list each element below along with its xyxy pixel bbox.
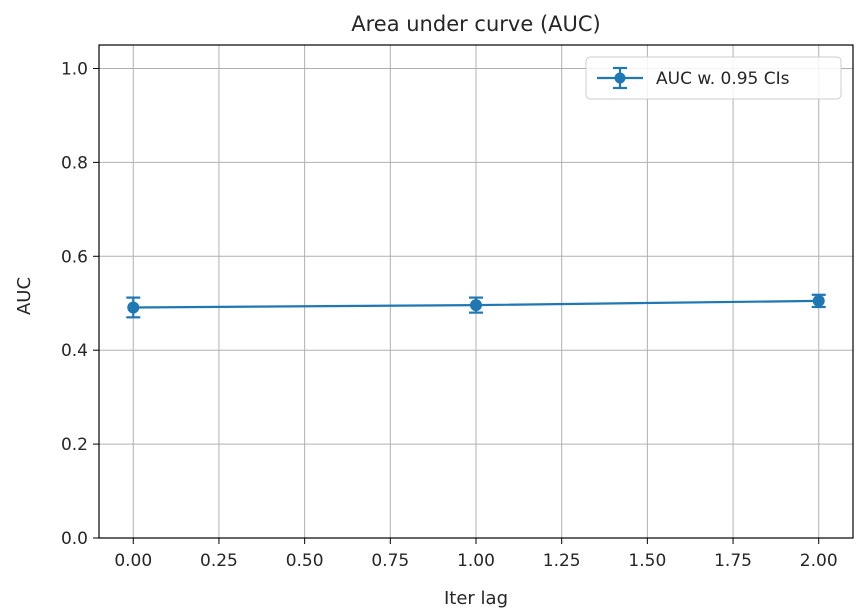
- x-axis-label: Iter lag: [444, 588, 508, 609]
- data-point-2: [812, 294, 825, 307]
- x-tick-label-7: 1.75: [714, 551, 752, 571]
- y-tick-label-3: 0.6: [61, 247, 88, 267]
- legend-marker: [614, 72, 626, 84]
- legend-label: AUC w. 0.95 CIs: [656, 69, 790, 89]
- x-tick-label-1: 0.25: [200, 551, 238, 571]
- y-tick-label-1: 0.2: [61, 435, 88, 455]
- data-point-1: [470, 299, 482, 312]
- x-tick-label-0: 0.00: [114, 551, 152, 571]
- x-tick-label-4: 1.00: [457, 551, 495, 571]
- x-tick-label-2: 0.50: [286, 551, 324, 571]
- y-axis-label: AUC: [14, 277, 35, 315]
- chart-title: Area under curve (AUC): [351, 12, 600, 36]
- x-tick-label-6: 1.50: [628, 551, 666, 571]
- y-tick-label-4: 0.8: [61, 153, 88, 173]
- x-tick-label-3: 0.75: [371, 551, 409, 571]
- y-tick-label-5: 1.0: [61, 59, 88, 79]
- x-tick-label-8: 2.00: [800, 551, 838, 571]
- data-point-0: [127, 301, 140, 314]
- legend-box: [585, 56, 842, 100]
- ticks: 0.00 0.25 0.50 0.75 1.00 1.25 1.50 1.75 2.00 0.0 0…: [61, 59, 838, 571]
- y-tick-label-2: 0.4: [61, 341, 88, 361]
- legend: AUC w. 0.95 CIs: [585, 56, 842, 100]
- grid: [99, 45, 853, 539]
- x-tick-label-5: 1.25: [543, 551, 581, 571]
- y-tick-label-0: 0.0: [61, 529, 88, 549]
- series-auc: [126, 293, 826, 319]
